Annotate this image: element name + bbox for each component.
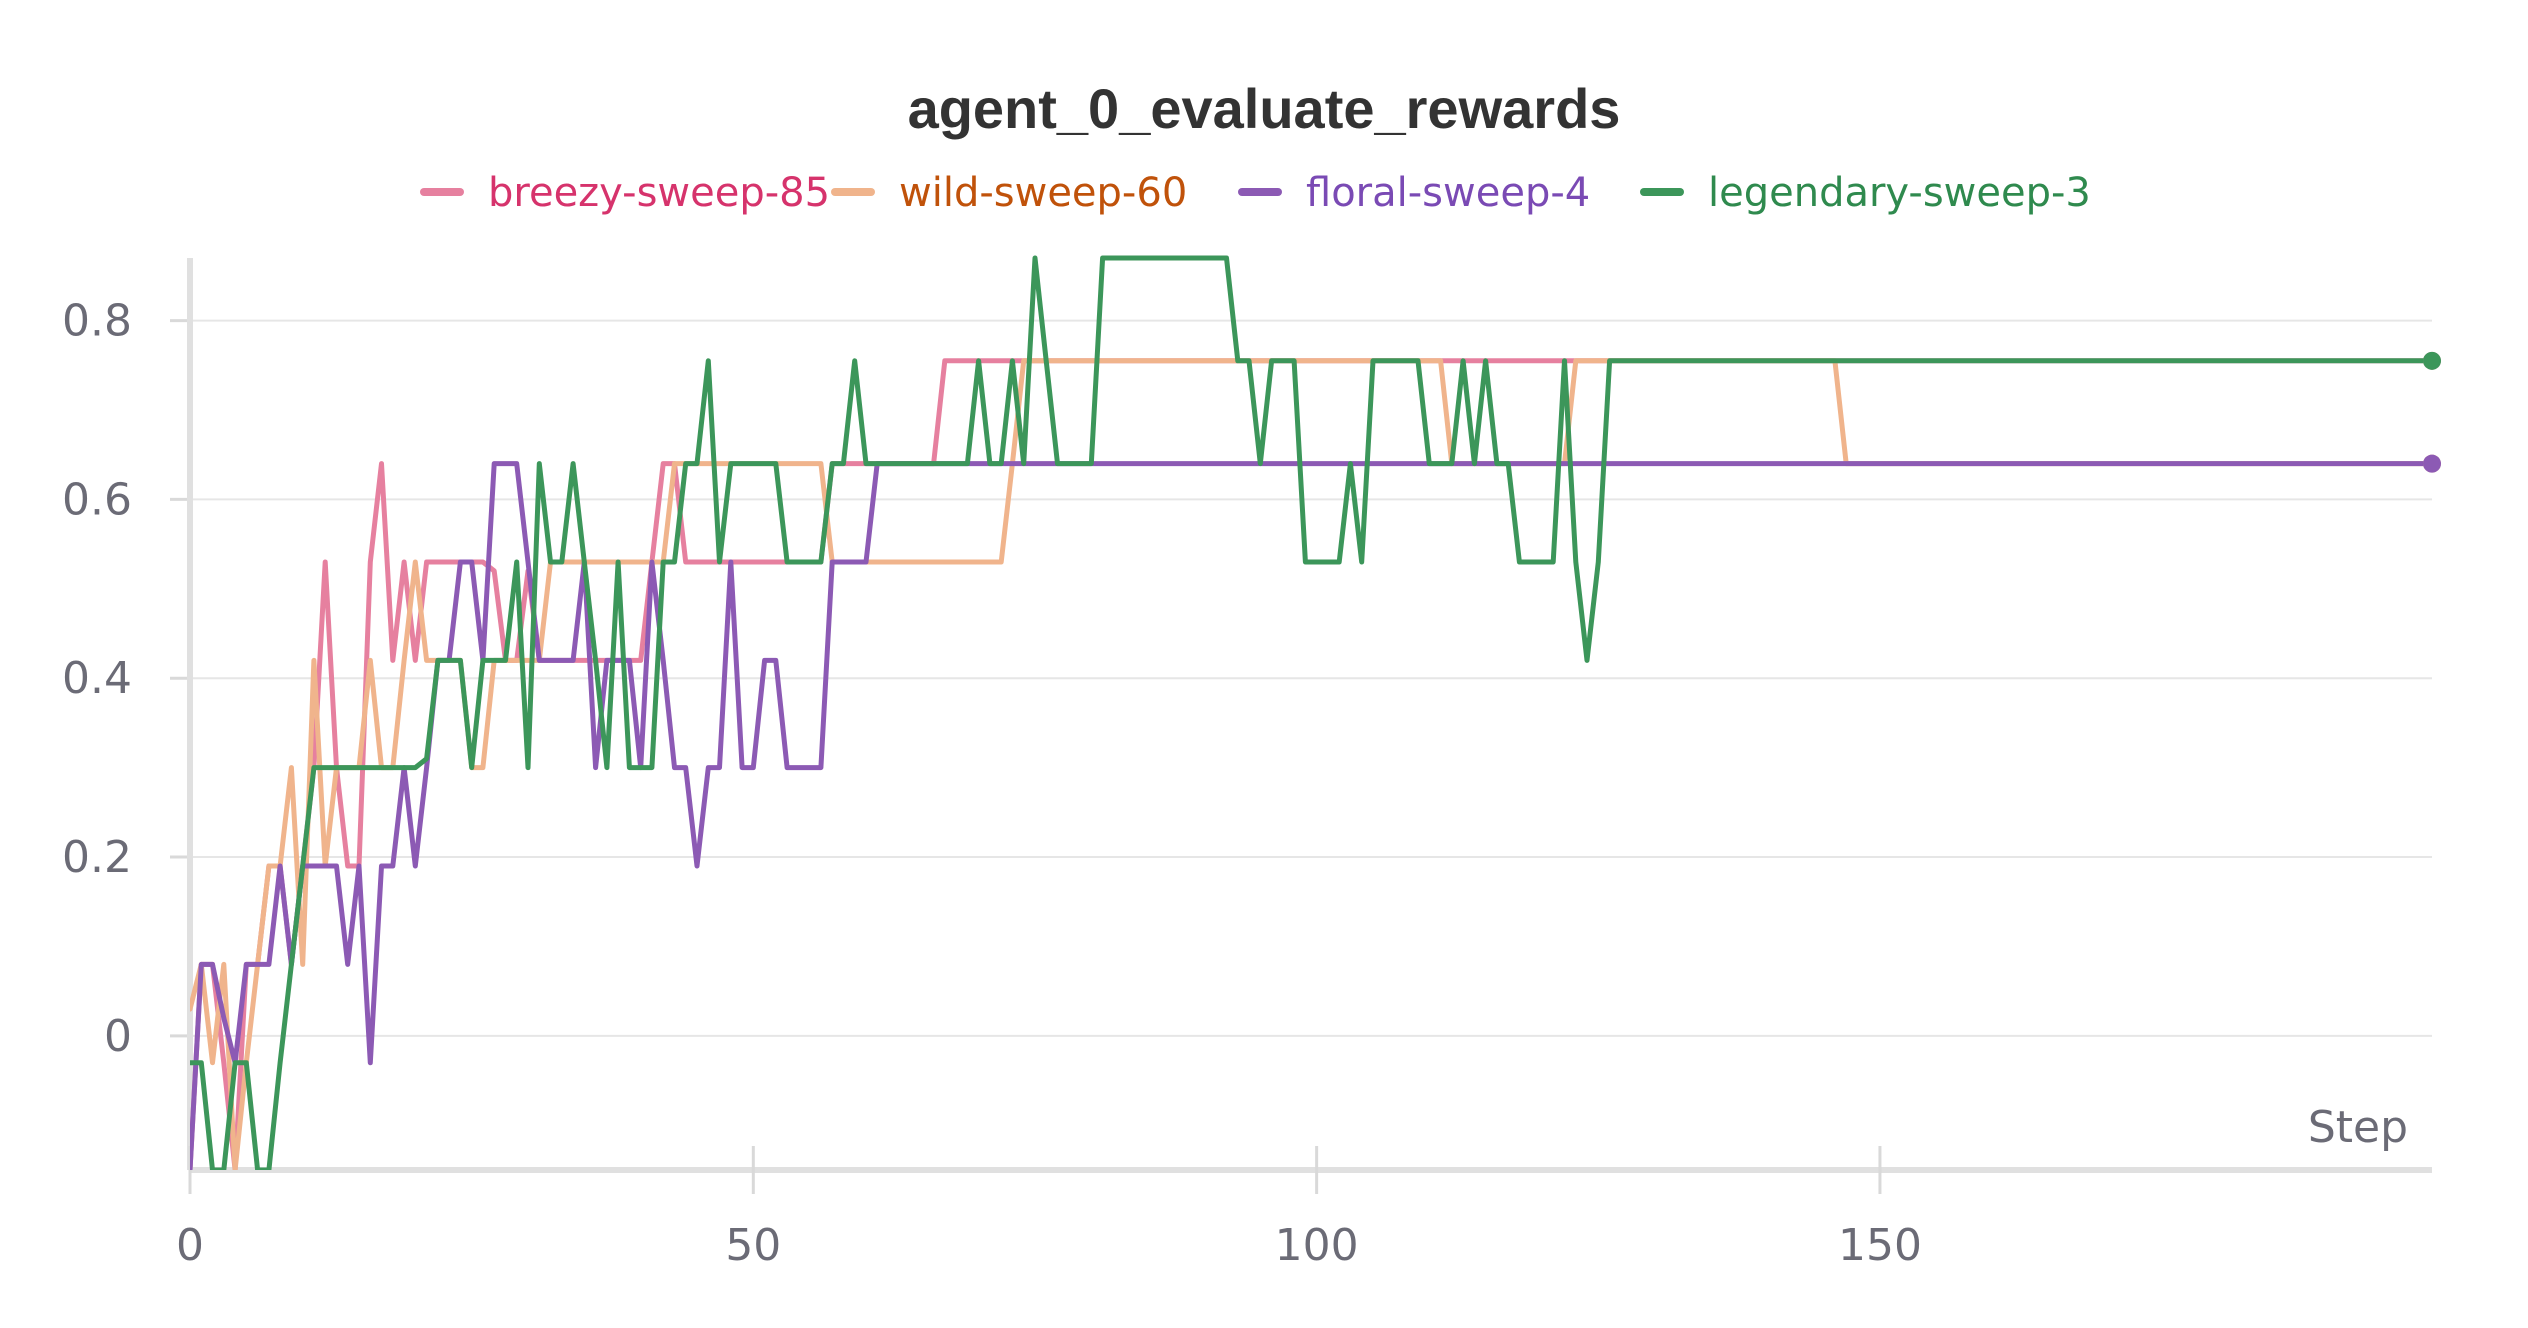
tick-labels: 0 0.2 0.4 0.6 0.8 0 50 100 150	[62, 296, 1922, 1271]
y-tick-label: 0.2	[62, 832, 132, 883]
legend-label-legendary-sweep-3[interactable]: legendary-sweep-3	[1708, 170, 2091, 216]
y-tick-label: 0.4	[62, 653, 132, 704]
y-tick-label: 0.8	[62, 296, 132, 347]
series-lines	[190, 255, 2435, 1170]
legend-label-breezy-sweep-85[interactable]: breezy-sweep-85	[488, 170, 830, 216]
chart-title: agent_0_evaluate_rewards	[908, 77, 1621, 140]
x-tick-label: 0	[176, 1220, 204, 1271]
series-line-legendary-sweep-3[interactable]	[190, 255, 2435, 1170]
series-endpoint-floral-sweep-4	[2423, 454, 2441, 473]
x-tick-label: 150	[1838, 1220, 1922, 1271]
x-tick-label: 100	[1275, 1220, 1359, 1271]
legend: breezy-sweep-85 wild-sweep-60 floral-sweep…	[420, 170, 2091, 216]
legend-label-floral-sweep-4[interactable]: floral-sweep-4	[1306, 170, 1590, 216]
x-axis-title: Step	[2308, 1102, 2408, 1153]
series-endpoint-legendary-sweep-3	[2423, 351, 2441, 370]
y-tick-label: 0	[104, 1011, 132, 1062]
axes	[170, 258, 2432, 1194]
x-tick-label: 50	[725, 1220, 781, 1271]
legend-label-wild-sweep-60[interactable]: wild-sweep-60	[899, 170, 1187, 216]
grid-lines	[190, 319, 2432, 1037]
y-tick-label: 0.6	[62, 474, 132, 525]
